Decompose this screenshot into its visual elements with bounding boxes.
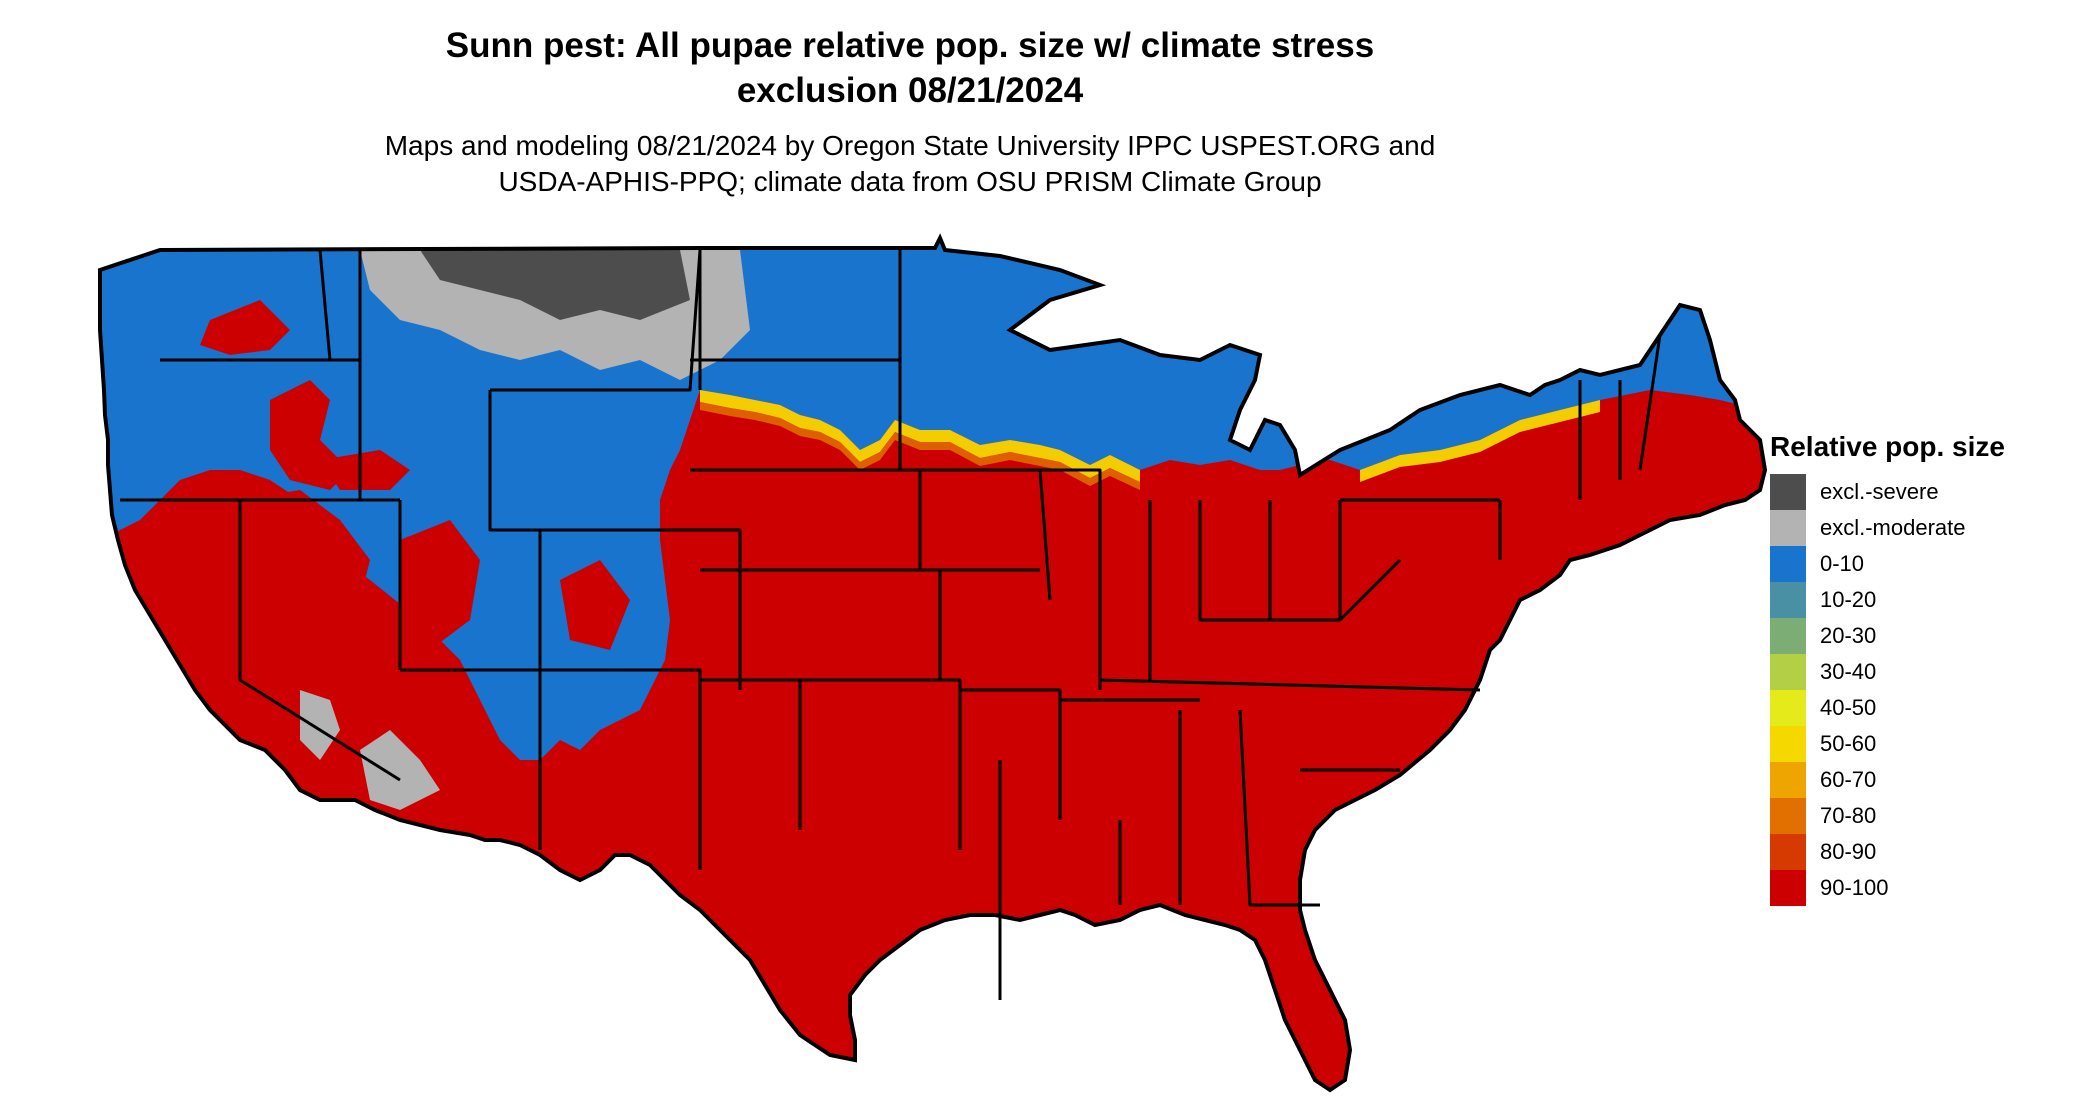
legend-swatch — [1770, 510, 1806, 546]
legend-swatch — [1770, 726, 1806, 762]
legend-item: excl.-severe — [1770, 474, 2070, 510]
map-subtitle-line-2: USDA-APHIS-PPQ; climate data from OSU PR… — [498, 166, 1322, 197]
legend-swatch — [1770, 654, 1806, 690]
map-subtitle-line-1: Maps and modeling 08/21/2024 by Oregon S… — [384, 130, 1436, 161]
legend-swatch — [1770, 870, 1806, 906]
fill-60-80-transition — [700, 402, 1140, 490]
legend-item: 30-40 — [1770, 654, 2070, 690]
legend-swatch — [1770, 834, 1806, 870]
fill-90-100-idaho-pocket — [320, 450, 410, 490]
legend-item: 0-10 — [1770, 546, 2070, 582]
fill-40-60-transition — [700, 390, 1140, 482]
legend-item: excl.-moderate — [1770, 510, 2070, 546]
legend-item: 50-60 — [1770, 726, 2070, 762]
fill-excl-severe-montana — [420, 250, 690, 320]
fill-90-100-colorado-pocket — [560, 560, 630, 650]
legend-item: 20-30 — [1770, 618, 2070, 654]
legend-label: excl.-severe — [1820, 479, 1939, 504]
legend-label: 40-50 — [1820, 695, 1877, 720]
state-borders — [120, 249, 1662, 1000]
fill-90-100-great-basin — [240, 490, 370, 620]
map-title-line-1: Sunn pest: All pupae relative pop. size … — [445, 26, 1375, 65]
map-title-line-2: exclusion 08/21/2024 — [736, 71, 1084, 110]
legend-swatch — [1770, 474, 1806, 510]
legend-item: 80-90 — [1770, 834, 2070, 870]
legend-swatch — [1770, 582, 1806, 618]
legend-items: excl.-severe excl.-moderate 0-10 10-20 20-30… — [1770, 474, 2070, 906]
legend-label: 80-90 — [1820, 839, 1877, 864]
legend-swatch — [1770, 690, 1806, 726]
legend-item: 40-50 — [1770, 690, 2070, 726]
legend-item: 60-70 — [1770, 762, 2070, 798]
legend-label: 90-100 — [1820, 875, 1889, 900]
fill-90-100-washington-pocket — [200, 300, 290, 355]
legend-label: 0-10 — [1820, 551, 1865, 576]
map-legend: Relative pop. size excl.-severe excl.-mod… — [1770, 430, 2070, 906]
legend-label: 20-30 — [1820, 623, 1877, 648]
legend-swatch — [1770, 798, 1806, 834]
legend-label: 60-70 — [1820, 767, 1877, 792]
legend-label: 70-80 — [1820, 803, 1877, 828]
legend-item: 70-80 — [1770, 798, 2070, 834]
legend-item: 90-100 — [1770, 870, 2070, 906]
fill-excl-moderate-mojave — [300, 690, 340, 760]
fill-excl-moderate-south-az — [360, 730, 440, 810]
legend-label: 30-40 — [1820, 659, 1877, 684]
legend-label: 50-60 — [1820, 731, 1877, 756]
legend-label: excl.-moderate — [1820, 515, 1966, 540]
legend-label: 10-20 — [1820, 587, 1877, 612]
legend-swatch — [1770, 546, 1806, 582]
legend-swatch — [1770, 762, 1806, 798]
legend-item: 10-20 — [1770, 582, 2070, 618]
legend-title: Relative pop. size — [1770, 431, 2005, 462]
legend-swatch — [1770, 618, 1806, 654]
fill-40-60-transition-northeast — [1360, 400, 1600, 482]
fill-90-100-utah-pocket — [400, 520, 480, 650]
fill-90-100-california — [118, 530, 330, 800]
